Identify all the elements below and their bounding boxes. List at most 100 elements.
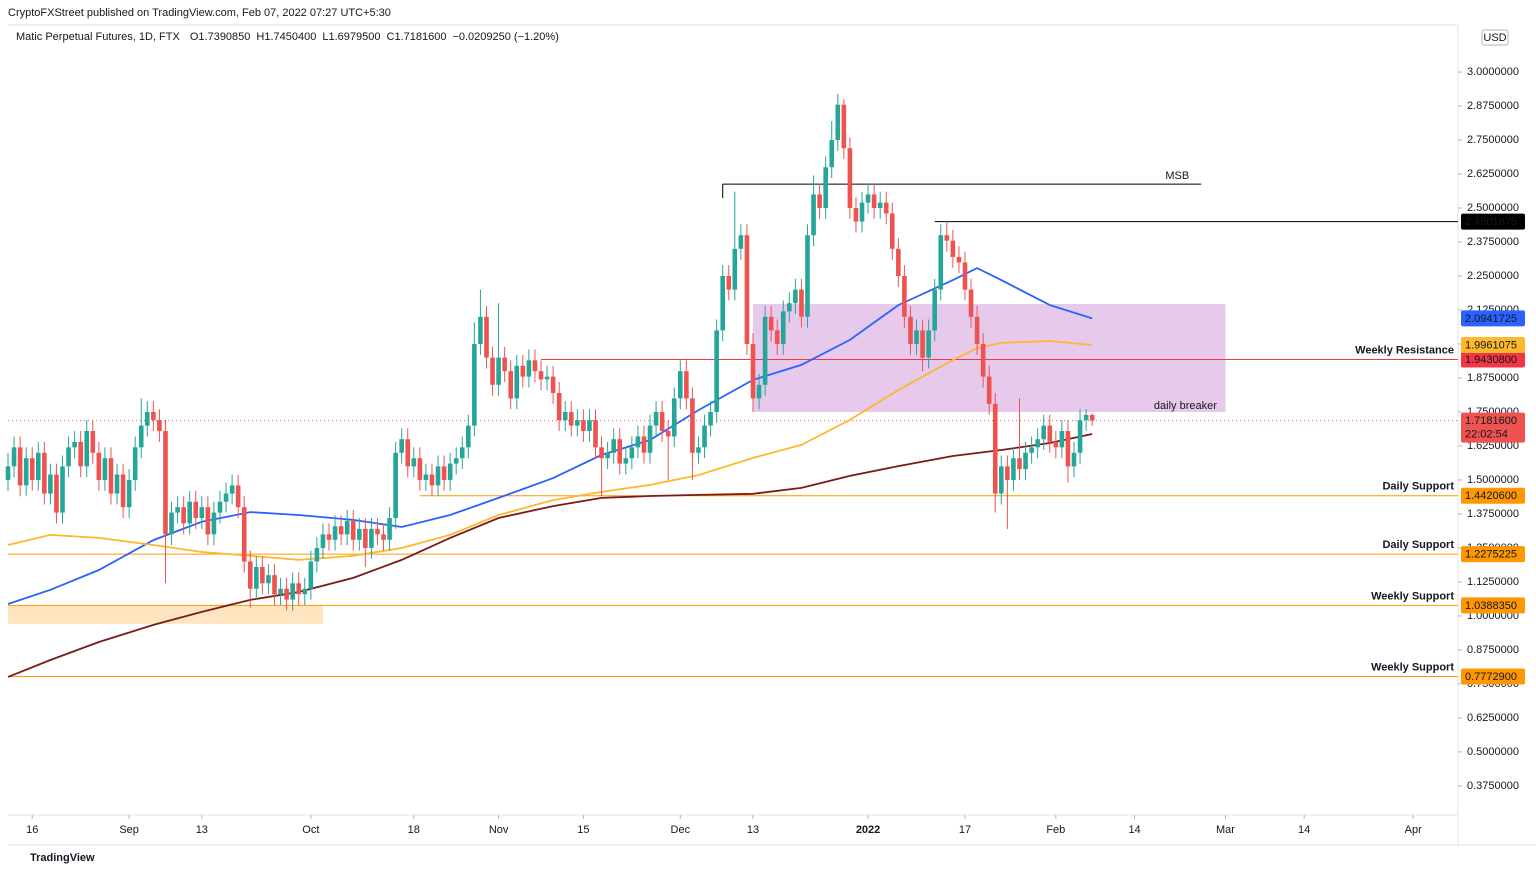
candle-body (653, 411, 659, 426)
candle-body (78, 441, 83, 467)
y-tick-label: 0.3750000 (1467, 780, 1519, 792)
price-box-label: 2.0941725 (1465, 313, 1517, 325)
legend-symbol: Matic Perpetual Futures, 1D, FTX (16, 31, 180, 43)
candle-body (877, 202, 883, 209)
candle-body (665, 431, 671, 437)
x-tick-label: Mar (1216, 824, 1235, 836)
x-tick-label: Oct (302, 824, 319, 836)
candle-body (556, 392, 562, 421)
candle-body (508, 371, 514, 399)
candle-body (369, 528, 374, 548)
candle-body (635, 436, 641, 448)
candle-body (411, 458, 417, 467)
price-box (1461, 351, 1525, 368)
candle-body (296, 583, 302, 595)
candle-body (738, 235, 744, 249)
candle-body (490, 357, 495, 385)
level-label: Daily Support (1382, 481, 1454, 493)
footer-brand: TradingView (30, 852, 95, 864)
candle-body (999, 466, 1004, 494)
candle-body (35, 452, 41, 480)
candle-body (768, 316, 774, 331)
candle-body (108, 458, 114, 494)
candle-body (290, 583, 295, 600)
candle-body (835, 104, 841, 141)
candle-body (235, 485, 241, 508)
zone-label: daily breaker (1154, 400, 1217, 412)
candle-body (950, 240, 956, 257)
candle-body (581, 420, 586, 432)
candle-body (211, 512, 217, 535)
candle-body (908, 316, 913, 344)
candle-body (841, 104, 847, 149)
candle-body (272, 575, 277, 595)
moving-average (7, 340, 1093, 561)
candle-body (647, 425, 653, 453)
x-tick-label: Nov (489, 824, 509, 836)
candle-body (1089, 414, 1095, 421)
level-label: Daily Support (1382, 539, 1454, 551)
price-box-label: 0.7772900 (1465, 671, 1517, 683)
candle-body (356, 528, 362, 540)
unit-box (1481, 29, 1509, 46)
candle-body (435, 466, 441, 486)
x-tick-label: Feb (1046, 824, 1065, 836)
y-tick-label: 2.3750000 (1467, 236, 1519, 248)
legend-key: O (190, 31, 199, 43)
candle-body (423, 474, 429, 480)
candle-body (1041, 425, 1047, 440)
candle-body (72, 441, 77, 448)
candle-body (811, 194, 816, 236)
candle-body (1029, 447, 1034, 453)
legend-value: 1.7450400 (264, 31, 316, 43)
price-box-label: 1.2275225 (1465, 548, 1517, 560)
price-box (1461, 597, 1525, 614)
candle-body (496, 357, 501, 385)
candle-body (920, 330, 925, 358)
y-tick-label: 1.6250000 (1467, 440, 1519, 452)
candle-body (678, 371, 683, 399)
x-tick-label: 14 (1298, 824, 1310, 836)
candle-body (132, 447, 138, 480)
candle-body (17, 447, 23, 486)
candle-body (726, 276, 732, 290)
candle-body (54, 474, 59, 513)
last-price-box (1461, 412, 1525, 443)
candle-body (823, 167, 828, 209)
candle-body (284, 588, 289, 600)
price-box (1461, 668, 1525, 685)
candle-body (5, 466, 11, 480)
candle-body (23, 458, 29, 486)
candle-body (690, 398, 695, 453)
candle-body (502, 357, 507, 372)
published-note: CryptoFXStreet published on TradingView.… (8, 7, 391, 19)
legend-value: 1.6979500 (328, 31, 380, 43)
msb-label: MSB (1165, 170, 1189, 182)
candle-body (714, 330, 719, 412)
candle-body (671, 398, 677, 437)
candle-body (847, 148, 853, 209)
candle-body (193, 501, 199, 519)
candle-body (387, 518, 392, 540)
candle-body (181, 507, 186, 524)
candle-body (853, 208, 859, 222)
candle-body (544, 376, 550, 380)
candle-body (247, 561, 253, 589)
legend-value: 1.7390850 (198, 31, 250, 43)
candle-body (381, 534, 386, 540)
candle-body (229, 485, 235, 494)
candle-body (254, 566, 259, 589)
candle-body (405, 439, 411, 467)
candle-body (611, 439, 616, 453)
candle-body (968, 289, 974, 317)
candle-body (266, 575, 271, 584)
candle-body (762, 316, 768, 385)
y-tick-label: 1.3750000 (1467, 508, 1519, 520)
candle-body (829, 140, 835, 168)
candle-body (587, 420, 592, 432)
candle-body (1047, 425, 1053, 442)
candle-body (896, 248, 901, 277)
candle-body (793, 289, 798, 304)
candle-body (308, 561, 314, 589)
